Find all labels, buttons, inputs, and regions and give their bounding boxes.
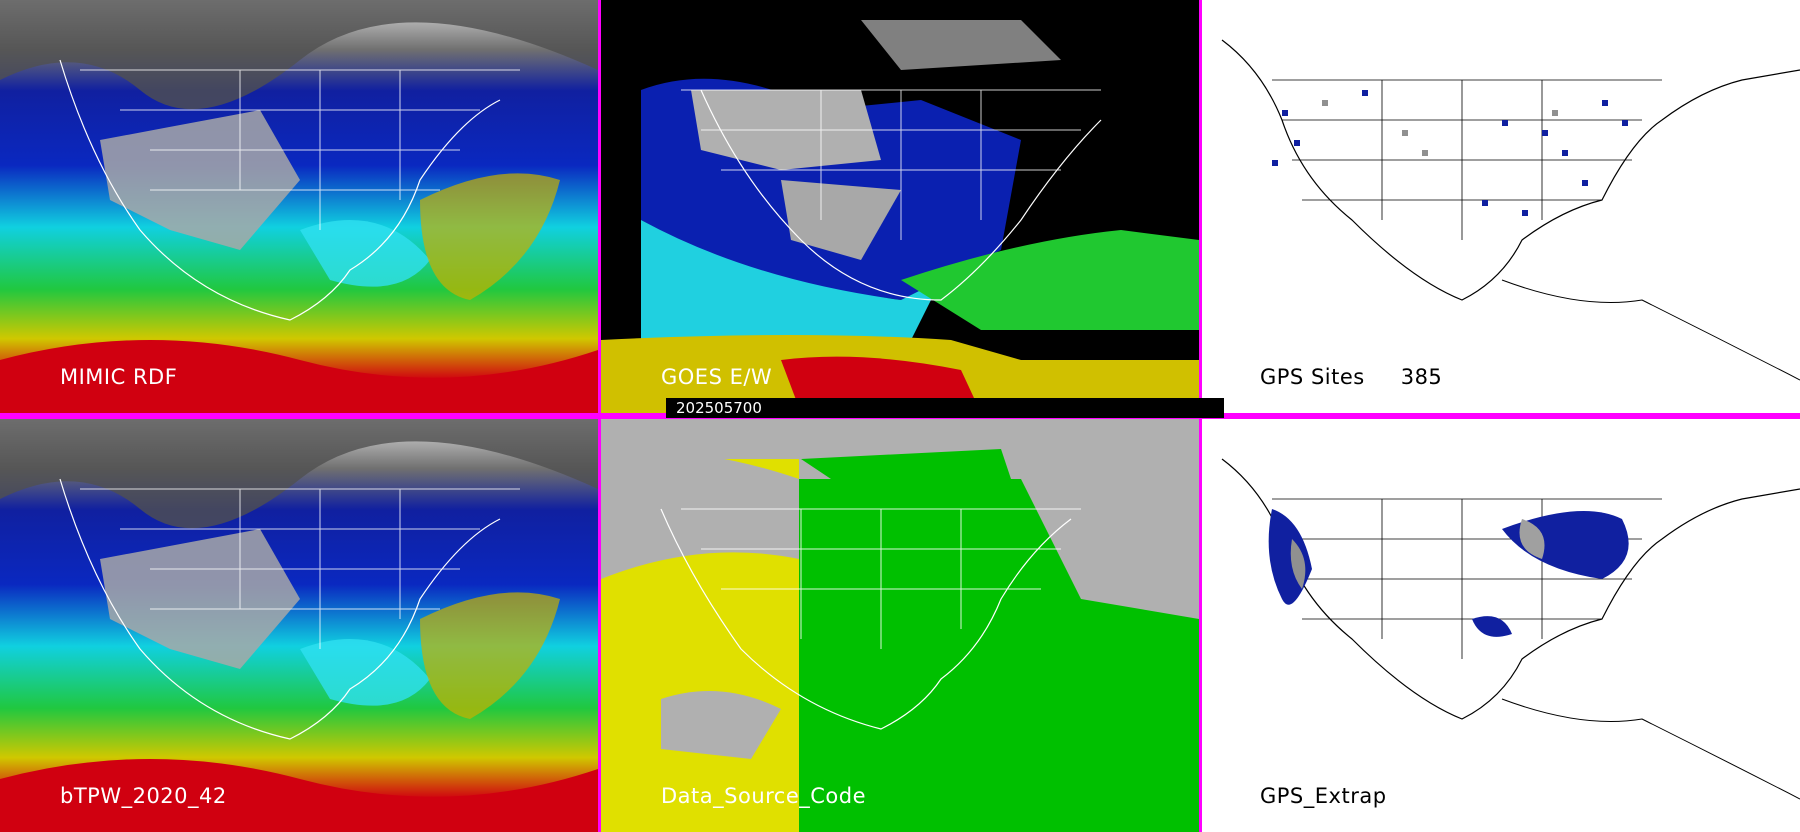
panel-label: MIMIC RDF xyxy=(60,365,178,389)
gps-sites-map xyxy=(1202,0,1800,413)
map-panel-mimic-rdf: MIMIC RDF xyxy=(0,0,598,413)
tpw-map xyxy=(0,0,598,413)
map-panel-btpw: bTPW_2020_42 xyxy=(0,419,598,832)
goes-map xyxy=(601,0,1199,413)
map-panel-gps-sites: GPS Sites 385 xyxy=(1202,0,1800,413)
map-panel-data-source: Data_Source_Code xyxy=(601,419,1199,832)
tpw-map xyxy=(0,419,598,832)
panel-label: Data_Source_Code xyxy=(661,784,867,808)
data-source-map xyxy=(601,419,1199,832)
panel-label: GOES E/W xyxy=(661,365,773,389)
panel-label: bTPW_2020_42 xyxy=(60,784,227,808)
gps-extrap-map xyxy=(1202,419,1800,832)
map-panel-gps-extrap: GPS_Extrap xyxy=(1202,419,1800,832)
panel-label: GPS_Extrap xyxy=(1260,784,1387,808)
site-count: 385 xyxy=(1400,365,1443,389)
panel-label: GPS Sites 385 xyxy=(1260,365,1443,389)
map-panel-goes: GOES E/W xyxy=(601,0,1199,413)
timestamp-bar: 202505700 xyxy=(666,398,1224,418)
